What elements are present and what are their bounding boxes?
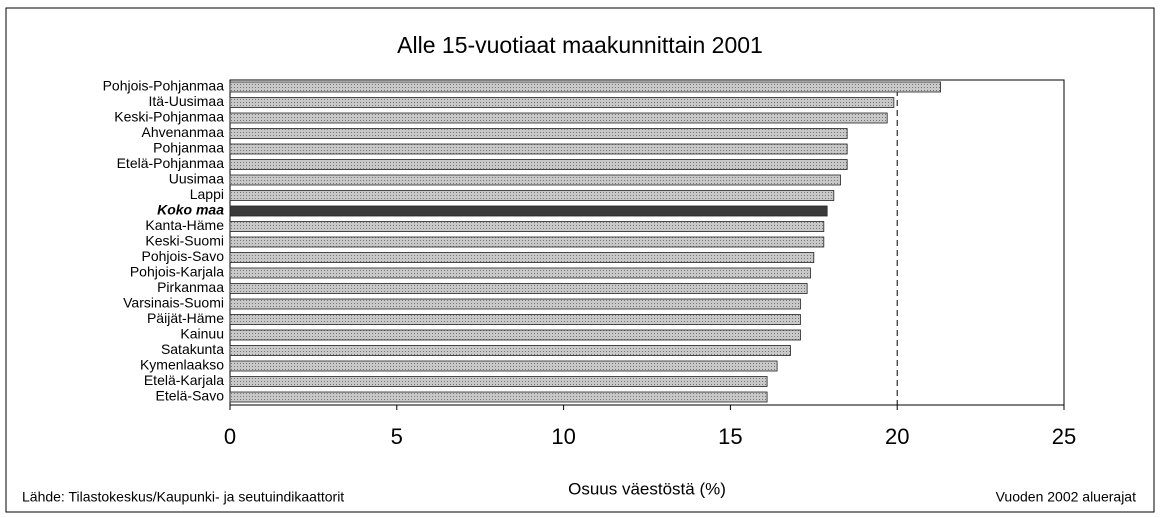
bar [229,221,825,232]
bar [229,81,941,93]
y-tick-label: Pohjois-Savo [142,248,225,264]
y-tick-label: Kanta-Häme [145,217,224,233]
y-tick-label: Etelä-Savo [156,388,225,404]
y-tick-label: Pohjois-Pohjanmaa [103,78,225,94]
bar [229,314,801,325]
y-tick-label: Pohjanmaa [153,140,224,156]
note: Vuoden 2002 aluerajat [996,489,1136,505]
y-tick-label: Uusimaa [169,171,224,187]
y-tick-label: Satakunta [161,341,224,357]
bar [229,376,768,387]
bar [229,190,835,201]
y-tick-label: Ahvenanmaa [141,124,224,140]
y-tick-label: Kymenlaakso [140,357,224,373]
y-tick-label: Päijät-Häme [147,310,224,326]
source: Lähde: Tilastokeskus/Kaupunki- ja seutui… [22,489,344,505]
y-tick-label: Lappi [190,186,224,202]
bar [229,97,895,108]
y-tick-label: Pohjois-Karjala [130,264,224,280]
x-tick-label: 20 [885,424,909,449]
x-tick-label: 10 [551,424,575,449]
bar [229,205,828,217]
bar [229,391,768,403]
frame [5,7,1155,513]
bar [229,236,825,248]
bar [229,267,811,279]
bar [229,159,848,170]
y-tick-label: Kainuu [180,326,224,342]
y-tick-label: Keski-Suomi [145,233,224,249]
y-tick-label: Koko maa [157,202,224,218]
x-tick-label: 0 [224,424,236,449]
y-tick-label: Itä-Uusimaa [149,93,225,109]
x-tick-label: 15 [718,424,742,449]
bar [229,360,778,372]
bar [229,252,815,263]
y-tick-label: Pirkanmaa [157,279,224,295]
bar [229,298,801,310]
y-tick-label: Etelä-Karjala [144,372,224,388]
y-tick-label: Etelä-Pohjanmaa [117,155,225,171]
x-axis-label: Osuus väestöstä (%) [568,479,726,498]
y-tick-label: Varsinais-Suomi [123,295,224,311]
bar [229,174,841,186]
bar [229,329,801,341]
chart-title: Alle 15-vuotiaat maakunnittain 2001 [397,32,763,58]
bar [229,283,808,294]
bar [229,345,791,356]
bar [229,128,848,139]
x-tick-label: 25 [1052,424,1076,449]
y-tick-label: Keski-Pohjanmaa [114,109,224,125]
bar [229,112,888,124]
bar [229,143,848,155]
x-tick-label: 5 [391,424,403,449]
